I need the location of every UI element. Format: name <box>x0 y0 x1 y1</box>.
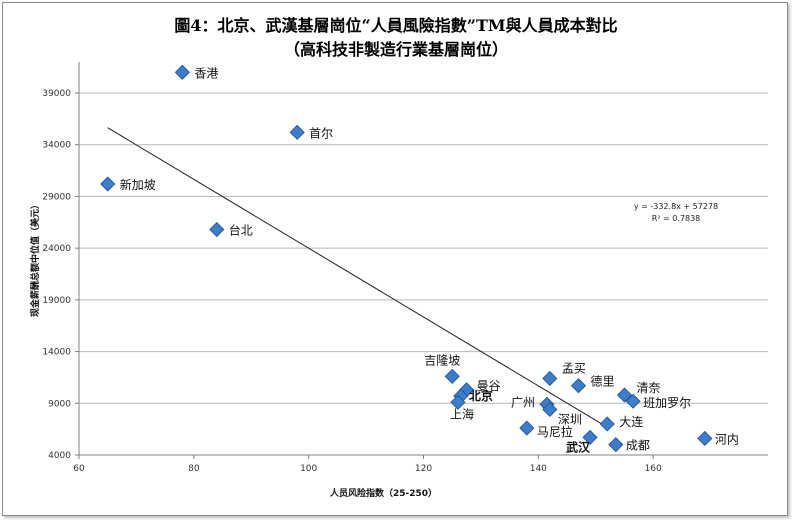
data-point-label: 曼谷 <box>477 379 501 393</box>
data-point-label: 德里 <box>591 374 615 389</box>
data-point-marker <box>519 420 535 436</box>
y-tick-label: 39000 <box>42 89 71 99</box>
data-point-label: 班加罗尔 <box>643 395 691 410</box>
data-point-label: 河内 <box>715 432 739 446</box>
gridlines <box>79 92 768 404</box>
trendline-equation: y = -332.8x + 57278 <box>634 202 718 211</box>
y-tick-label: 34000 <box>42 141 71 151</box>
chart-subtitle: （高科技非製造行業基層崗位） <box>283 40 508 59</box>
data-point-marker <box>450 394 466 410</box>
data-point-marker <box>570 378 587 394</box>
data-point-label: 成都 <box>626 439 650 453</box>
x-tick-label: 160 <box>645 464 662 474</box>
chart-title: 圖4：北京、武漢基層崗位“人員風險指數”TM與人員成本對比 <box>174 16 618 35</box>
data-points <box>100 64 713 453</box>
data-point-marker <box>625 393 641 409</box>
trendline <box>107 127 608 428</box>
data-point-label: 北京 <box>469 388 493 403</box>
y-tick-label: 14000 <box>42 348 71 358</box>
data-point-marker <box>289 124 305 140</box>
data-point-label: 深圳 <box>558 412 582 426</box>
y-axis-title: 现金薪酬总额中位值（美元） <box>29 200 41 317</box>
data-point-marker <box>542 370 558 387</box>
data-point-label: 新加坡 <box>120 177 156 192</box>
data-point-label: 首尔 <box>309 125 333 140</box>
data-point-marker <box>174 64 190 80</box>
data-point-marker <box>444 368 460 384</box>
data-point-marker <box>608 437 624 453</box>
x-tick-label: 140 <box>530 464 547 474</box>
data-point-label: 大连 <box>619 414 643 429</box>
data-point-marker <box>542 401 558 418</box>
data-point-label: 上海 <box>450 406 474 421</box>
x-tick-label: 100 <box>300 464 317 474</box>
x-tick-label: 80 <box>188 464 200 474</box>
x-axis-title: 人员风险指数（25-250） <box>329 487 437 499</box>
x-tick-label: 120 <box>415 464 432 474</box>
data-point-marker <box>697 430 713 447</box>
y-tick-label: 19000 <box>42 296 71 306</box>
data-point-marker <box>100 176 116 192</box>
data-point-label: 香港 <box>194 66 218 80</box>
y-tick-label: 4000 <box>48 451 71 461</box>
axes <box>75 62 768 459</box>
data-point-marker <box>599 416 615 432</box>
data-point-label: 清奈 <box>636 381 660 395</box>
data-point-label: 台北 <box>229 223 253 238</box>
y-tick-label: 29000 <box>42 192 71 202</box>
data-point-label: 武汉 <box>566 439 591 454</box>
data-point-label: 吉隆坡 <box>424 352 460 367</box>
data-point-label: 孟买 <box>562 361 586 375</box>
tick-labels: 4000 9000 14000 19000 24000 29000 34000 39000 60… <box>42 89 662 474</box>
data-point-marker <box>616 387 633 403</box>
trendline-r-squared: R² = 0.7838 <box>652 214 701 223</box>
data-point-label: 广州 <box>511 395 535 409</box>
data-point-label: 马尼拉 <box>537 424 573 439</box>
y-tick-label: 9000 <box>48 399 71 409</box>
x-tick-label: 60 <box>73 464 85 474</box>
data-point-marker <box>582 429 598 445</box>
data-point-marker <box>209 221 225 238</box>
trendline-group <box>107 127 608 428</box>
y-tick-label: 24000 <box>42 244 71 254</box>
